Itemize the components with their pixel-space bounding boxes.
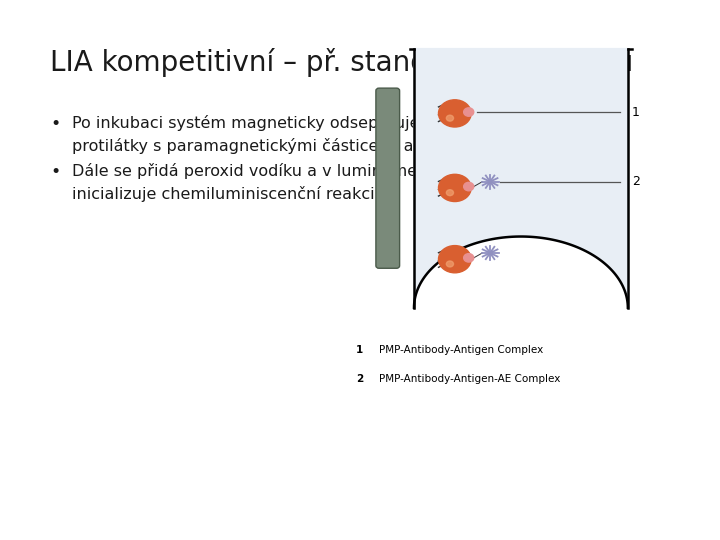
Circle shape (464, 108, 474, 116)
Text: 2: 2 (356, 374, 363, 384)
Circle shape (438, 246, 471, 273)
Text: protilátky s paramagnetickými částicemi a promyje částice: protilátky s paramagnetickými částicemi … (72, 138, 546, 154)
Text: PMP-Antibody-Antigen Complex: PMP-Antibody-Antigen Complex (379, 345, 544, 355)
Text: Dále se přidá peroxid vodíku a v luminometru NaOH, který: Dále se přidá peroxid vodíku a v luminom… (72, 163, 544, 179)
Circle shape (446, 190, 454, 195)
Circle shape (438, 174, 471, 201)
Circle shape (446, 261, 454, 267)
Text: 1: 1 (356, 345, 363, 355)
Text: •: • (50, 163, 60, 181)
Circle shape (464, 254, 474, 262)
Circle shape (464, 183, 474, 191)
Text: •: • (50, 115, 60, 133)
Polygon shape (414, 49, 628, 308)
Text: 2: 2 (631, 175, 639, 188)
Circle shape (446, 115, 454, 121)
Text: 1: 1 (631, 106, 639, 119)
FancyBboxPatch shape (376, 88, 400, 268)
Text: inicializuje chemiluminiscenční reakci: inicializuje chemiluminiscenční reakci (72, 186, 374, 202)
Text: PMP-Antibody-Antigen-AE Complex: PMP-Antibody-Antigen-AE Complex (379, 374, 560, 384)
Text: Po inkubaci systém magneticky odseparuje komplex antigen –: Po inkubaci systém magneticky odseparuje… (72, 115, 572, 131)
Circle shape (438, 100, 471, 127)
Text: LIA kompetitivní – př. stanovení estradiolu: LIA kompetitivní – př. stanovení estradi… (50, 48, 634, 77)
